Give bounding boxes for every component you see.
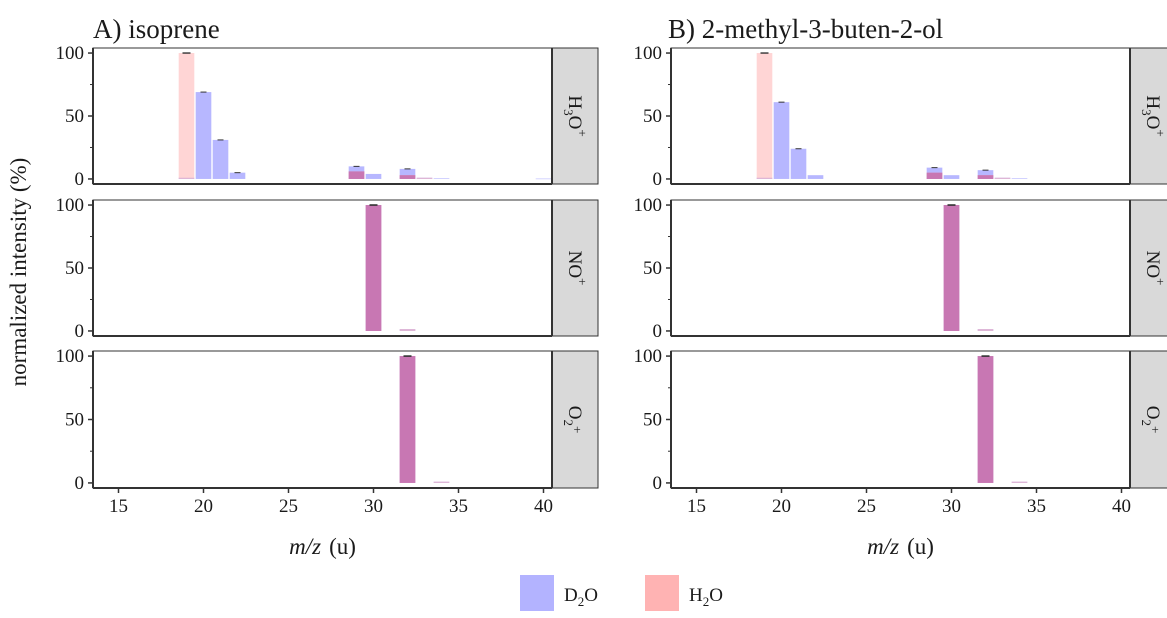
y-tick-label: 100 bbox=[634, 195, 663, 216]
y-tick-label: 50 bbox=[643, 106, 662, 127]
bar-overlap bbox=[978, 175, 994, 179]
y-tick-label: 0 bbox=[653, 169, 663, 190]
bar-d2o bbox=[230, 173, 246, 179]
chart-title: A) isoprene bbox=[93, 14, 220, 44]
y-tick-label: 100 bbox=[56, 43, 85, 64]
bar-d2o bbox=[808, 175, 824, 179]
bar-overlap bbox=[944, 205, 960, 331]
x-tick-label: 30 bbox=[942, 496, 961, 517]
y-tick-label: 50 bbox=[65, 410, 84, 431]
legend: D2O H2O bbox=[520, 575, 723, 611]
x-axis-title: m/z(u) bbox=[867, 534, 934, 559]
y-axis-title: normalized intensity (%) bbox=[6, 158, 31, 387]
x-axis-title: m/z(u) bbox=[289, 534, 356, 559]
x-tick-label: 15 bbox=[109, 496, 128, 517]
bar-h2o bbox=[1012, 482, 1028, 483]
bar-overlap bbox=[400, 175, 416, 179]
bar-d2o bbox=[196, 92, 212, 179]
x-tick-label: 35 bbox=[1027, 496, 1046, 517]
bar-overlap bbox=[349, 171, 365, 179]
x-tick-label: 20 bbox=[772, 496, 791, 517]
bar-h2o bbox=[417, 178, 433, 179]
bar-d2o bbox=[791, 149, 807, 179]
bar-d2o bbox=[366, 174, 382, 179]
y-tick-label: 0 bbox=[653, 321, 663, 342]
panel-frame bbox=[93, 48, 552, 184]
bar-h2o bbox=[757, 53, 773, 179]
x-tick-label: 30 bbox=[364, 496, 383, 517]
legend-label: D2O bbox=[564, 585, 598, 609]
bar-d2o bbox=[1012, 178, 1028, 179]
legend-label: H2O bbox=[689, 585, 723, 609]
bar-d2o bbox=[213, 140, 229, 179]
y-tick-label: 100 bbox=[56, 346, 85, 367]
bar-overlap bbox=[978, 356, 994, 483]
bar-h2o bbox=[179, 53, 195, 179]
panel-frame bbox=[93, 351, 552, 488]
panel-frame bbox=[93, 200, 552, 336]
x-tick-label: 20 bbox=[194, 496, 213, 517]
bar-d2o bbox=[536, 179, 552, 180]
y-tick-label: 0 bbox=[653, 473, 663, 494]
legend-swatch bbox=[520, 575, 554, 611]
panel-frame bbox=[671, 48, 1130, 184]
x-tick-label: 40 bbox=[534, 496, 553, 517]
y-tick-label: 50 bbox=[643, 410, 662, 431]
y-tick-label: 0 bbox=[75, 321, 85, 342]
bar-d2o bbox=[774, 102, 790, 179]
y-tick-label: 50 bbox=[65, 258, 84, 279]
chart-isoprene: A) isoprene050100H3O+050100NO+050100O2+1… bbox=[56, 14, 599, 559]
bar-overlap bbox=[400, 356, 416, 483]
bar-h2o bbox=[400, 329, 416, 331]
x-tick-label: 35 bbox=[449, 496, 468, 517]
x-tick-label: 15 bbox=[687, 496, 706, 517]
y-tick-label: 50 bbox=[65, 106, 84, 127]
legend-swatch bbox=[645, 575, 679, 611]
bar-h2o bbox=[995, 178, 1011, 179]
y-tick-label: 0 bbox=[75, 169, 85, 190]
panel-frame bbox=[671, 200, 1130, 336]
bar-overlap bbox=[927, 173, 943, 179]
y-tick-label: 100 bbox=[56, 195, 85, 216]
chart-2-methyl-3-buten-2-ol: B) 2-methyl-3-buten-2-ol050100H3O+050100… bbox=[634, 14, 1167, 559]
y-axis-title-group: normalized intensity (%) bbox=[6, 158, 31, 387]
y-tick-label: 50 bbox=[643, 258, 662, 279]
x-tick-label: 25 bbox=[279, 496, 298, 517]
panel-frame bbox=[671, 351, 1130, 488]
y-tick-label: 100 bbox=[634, 43, 663, 64]
chart-title: B) 2-methyl-3-buten-2-ol bbox=[668, 14, 943, 44]
bar-h2o bbox=[978, 329, 994, 331]
bar-d2o bbox=[944, 175, 960, 179]
x-tick-label: 40 bbox=[1112, 496, 1131, 517]
y-tick-label: 100 bbox=[634, 346, 663, 367]
bar-h2o bbox=[434, 482, 450, 483]
bar-overlap bbox=[366, 205, 382, 331]
x-tick-label: 25 bbox=[857, 496, 876, 517]
bar-d2o bbox=[434, 178, 450, 179]
y-tick-label: 0 bbox=[75, 473, 85, 494]
